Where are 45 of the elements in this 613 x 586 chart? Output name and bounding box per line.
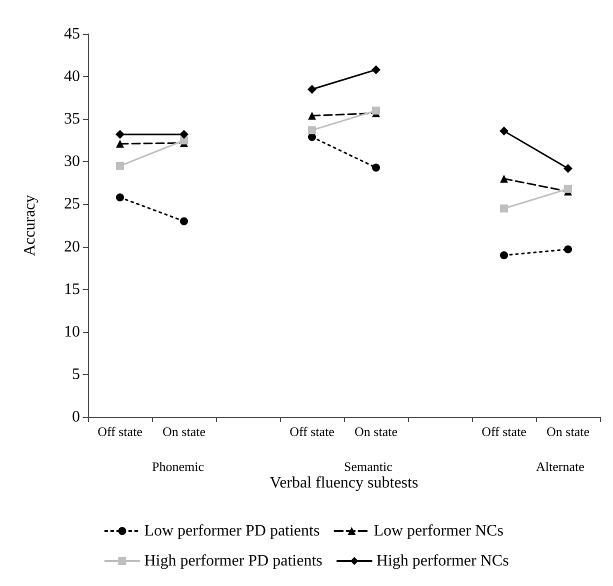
- point: [180, 217, 188, 226]
- text: Semantic: [344, 459, 393, 474]
- point: [500, 174, 508, 183]
- y-tick-label: 15: [64, 280, 80, 298]
- point: [308, 112, 316, 120]
- x-tick-label: Off state: [482, 424, 527, 439]
- point: [500, 251, 508, 260]
- point: [500, 204, 508, 212]
- legend-label: High performer PD patients: [144, 552, 322, 570]
- x-axis-title: Verbal fluency subtests: [270, 474, 418, 492]
- point: [180, 130, 188, 139]
- y-tick-label: 20: [64, 238, 80, 256]
- point: [116, 162, 124, 170]
- point: [564, 164, 572, 173]
- point: [564, 245, 572, 254]
- x-tick-label: Off state: [98, 424, 143, 439]
- point: [116, 140, 124, 148]
- y-tick-label: 45: [64, 26, 80, 42]
- point: [372, 164, 380, 172]
- point: [564, 184, 572, 193]
- point: [116, 130, 124, 139]
- point: [372, 65, 380, 74]
- text: Alternate: [536, 459, 585, 474]
- x-tick-label: Off state: [290, 424, 335, 439]
- x-tick-label: On state: [354, 424, 398, 439]
- point: [372, 106, 380, 115]
- y-tick-label: 35: [64, 110, 80, 128]
- point: [308, 84, 316, 94]
- y-tick-label: 25: [64, 196, 80, 213]
- y-tick-label: 30: [64, 153, 80, 170]
- y-tick-label: 0: [72, 408, 80, 426]
- legend-label: Low performer NCs: [374, 522, 504, 540]
- y-tick-label: 40: [64, 68, 80, 86]
- y-tick-label: 10: [64, 323, 80, 340]
- x-tick-label: On state: [546, 424, 590, 439]
- point: [116, 193, 124, 202]
- point: [308, 126, 316, 134]
- point: [180, 136, 188, 144]
- text: Phonemic: [152, 459, 204, 474]
- legend-label: High performer NCs: [376, 552, 509, 570]
- point: [500, 126, 508, 136]
- y-axis-title: Accuracy: [22, 194, 38, 256]
- y-tick-label: 5: [72, 366, 80, 383]
- legend-label: Low performer PD patients: [144, 522, 320, 540]
- x-tick-label: On state: [162, 424, 206, 439]
